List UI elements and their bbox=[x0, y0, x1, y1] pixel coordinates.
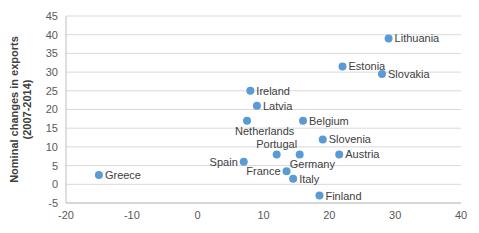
svg-text:5: 5 bbox=[52, 160, 58, 172]
svg-text:10: 10 bbox=[257, 209, 269, 221]
svg-text:-10: -10 bbox=[124, 209, 140, 221]
svg-text:-5: -5 bbox=[48, 197, 58, 209]
svg-text:45: 45 bbox=[46, 10, 58, 22]
svg-text:20: 20 bbox=[46, 103, 58, 115]
svg-text:25: 25 bbox=[46, 85, 58, 97]
svg-text:Netherlands: Netherlands bbox=[235, 125, 295, 137]
svg-text:Spain: Spain bbox=[210, 156, 238, 168]
svg-text:Latvia: Latvia bbox=[263, 100, 293, 112]
svg-text:-20: -20 bbox=[58, 209, 74, 221]
svg-text:Austria: Austria bbox=[345, 148, 380, 160]
svg-text:Lithuania: Lithuania bbox=[395, 32, 441, 44]
svg-text:30: 30 bbox=[389, 209, 401, 221]
svg-text:Slovenia: Slovenia bbox=[329, 133, 372, 145]
svg-text:Greece: Greece bbox=[105, 169, 141, 181]
svg-text:Italy: Italy bbox=[299, 173, 320, 185]
svg-text:35: 35 bbox=[46, 47, 58, 59]
svg-text:30: 30 bbox=[46, 66, 58, 78]
svg-text:0: 0 bbox=[52, 178, 58, 190]
svg-text:Slovakia: Slovakia bbox=[388, 68, 430, 80]
svg-text:France: France bbox=[246, 165, 280, 177]
svg-text:Finland: Finland bbox=[325, 190, 361, 202]
svg-text:Germany: Germany bbox=[290, 158, 336, 170]
svg-text:10: 10 bbox=[46, 141, 58, 153]
svg-text:Belgium: Belgium bbox=[309, 115, 349, 127]
svg-text:Ireland: Ireland bbox=[256, 85, 290, 97]
svg-text:Portugal: Portugal bbox=[256, 138, 297, 150]
svg-text:15: 15 bbox=[46, 122, 58, 134]
svg-text:20: 20 bbox=[323, 209, 335, 221]
svg-text:40: 40 bbox=[455, 209, 467, 221]
svg-text:Nominal changes in exports(200: Nominal changes in exports(2007-2014) bbox=[8, 36, 33, 183]
svg-text:Estonia: Estonia bbox=[348, 60, 386, 73]
svg-text:0: 0 bbox=[195, 209, 201, 221]
svg-text:40: 40 bbox=[46, 29, 58, 41]
